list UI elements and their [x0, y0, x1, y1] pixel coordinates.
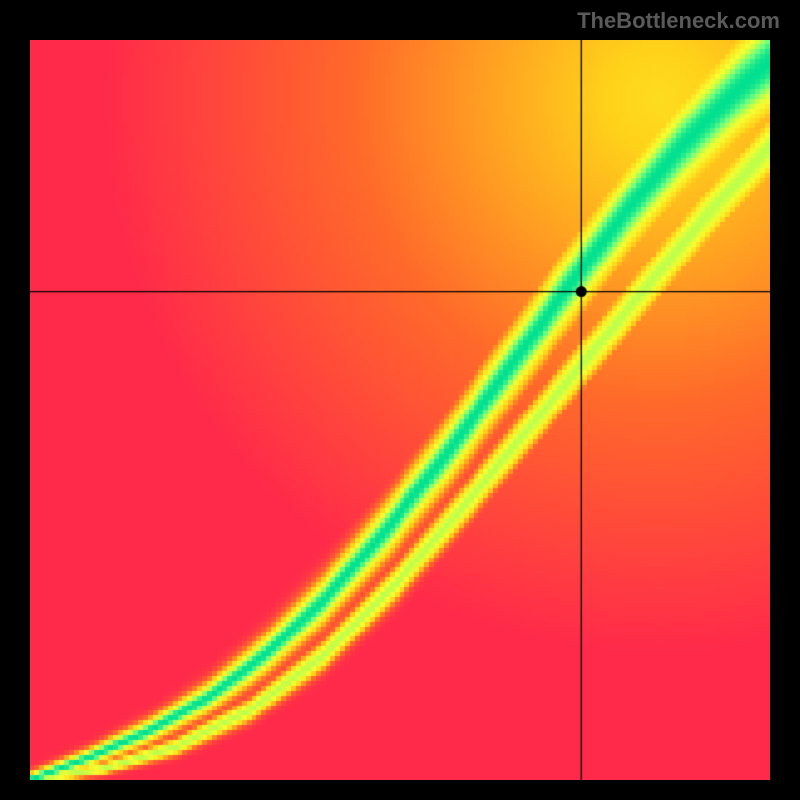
chart-container: TheBottleneck.com [0, 0, 800, 800]
watermark-text: TheBottleneck.com [577, 8, 780, 34]
bottleneck-heatmap [30, 40, 770, 780]
